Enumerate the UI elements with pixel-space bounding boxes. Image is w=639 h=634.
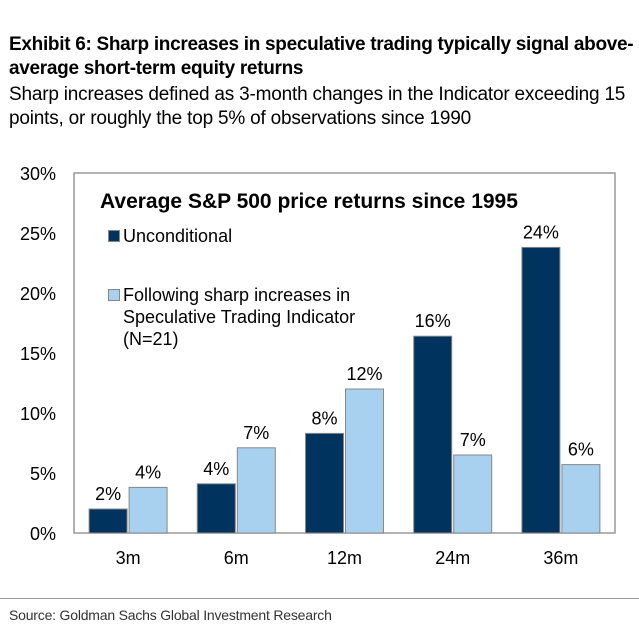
bar-6m-series1 — [196, 483, 236, 534]
y-tick-label: 20% — [20, 284, 56, 304]
x-tick-label: 36m — [543, 548, 578, 568]
bar-36m-series2 — [561, 464, 601, 534]
divider — [0, 598, 639, 599]
bar-chart: 0% 5% 10% 15% 20% 25% 30% 2% 4% 3m 4% 7% 6m 8% 12% 12m 1… — [20, 164, 616, 568]
data-label: 4% — [203, 459, 229, 479]
bar-3m-series2 — [128, 486, 168, 534]
bar-24m-series2 — [453, 454, 493, 534]
legend-swatch-unconditional — [108, 230, 120, 242]
data-label: 6% — [568, 440, 594, 460]
x-tick-label: 3m — [116, 548, 141, 568]
y-tick-label: 5% — [30, 464, 56, 484]
bar-24m-series1 — [413, 335, 453, 534]
bar-12m-series2 — [345, 388, 384, 534]
data-label: 4% — [135, 462, 161, 482]
bar-6m-series2 — [236, 447, 276, 534]
data-label: 16% — [415, 311, 451, 331]
x-tick-label: 12m — [327, 548, 362, 568]
legend-swatch-following — [108, 289, 120, 301]
y-tick-label: 10% — [20, 404, 56, 424]
bar-12m-series1 — [305, 432, 344, 534]
legend-label-following: Following sharp increases in — [123, 285, 350, 305]
bar-3m-series1 — [88, 508, 128, 534]
legend-label-unconditional: Unconditional — [123, 226, 232, 246]
legend-label-following: Speculative Trading Indicator — [123, 307, 355, 327]
y-tick-label: 30% — [20, 164, 56, 184]
x-tick-label: 6m — [224, 548, 249, 568]
y-tick-label: 25% — [20, 224, 56, 244]
source-note: Source: Goldman Sachs Global Investment … — [9, 607, 332, 623]
exhibit-title: Exhibit 6: Sharp increases in speculativ… — [9, 34, 634, 79]
data-label: 12% — [346, 364, 382, 384]
legend-label-following: (N=21) — [123, 329, 179, 349]
exhibit-subtitle: Sharp increases defined as 3-month chang… — [9, 84, 626, 129]
chart-title: Average S&P 500 price returns since 1995 — [100, 190, 518, 213]
data-label: 24% — [523, 222, 559, 242]
x-tick-label: 24m — [435, 548, 470, 568]
data-label: 2% — [95, 484, 121, 504]
data-label: 8% — [311, 408, 337, 428]
y-tick-label: 15% — [20, 344, 56, 364]
data-label: 7% — [243, 423, 269, 443]
bar-36m-series1 — [521, 246, 561, 534]
y-tick-label: 0% — [30, 524, 56, 544]
data-label: 7% — [460, 430, 486, 450]
